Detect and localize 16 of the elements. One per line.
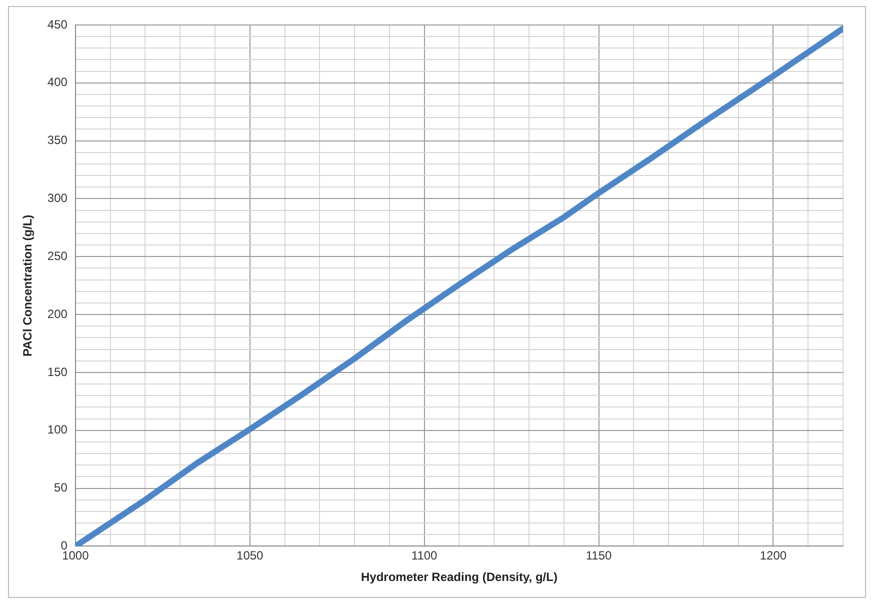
y-tick-label: 50 bbox=[54, 480, 68, 495]
y-tick-label: 200 bbox=[47, 306, 68, 321]
y-tick-label: 300 bbox=[47, 191, 68, 206]
y-tick-label: 400 bbox=[47, 75, 68, 90]
x-tick-label: 1000 bbox=[62, 548, 90, 563]
x-tick-label: 1050 bbox=[236, 548, 264, 563]
y-tick-label: 100 bbox=[47, 422, 68, 437]
x-tick-label: 1150 bbox=[586, 548, 612, 563]
y-axis-title: PACl Concentration (g/L) bbox=[20, 214, 35, 356]
y-tick-label: 250 bbox=[47, 248, 68, 263]
y-tick-label: 450 bbox=[47, 17, 68, 32]
x-tick-label: 1200 bbox=[760, 548, 787, 563]
x-axis-title: Hydrometer Reading (Density, g/L) bbox=[360, 570, 558, 584]
x-tick-label: 1100 bbox=[411, 548, 438, 563]
y-tick-label: 350 bbox=[47, 133, 68, 148]
y-tick-label: 150 bbox=[47, 364, 68, 379]
